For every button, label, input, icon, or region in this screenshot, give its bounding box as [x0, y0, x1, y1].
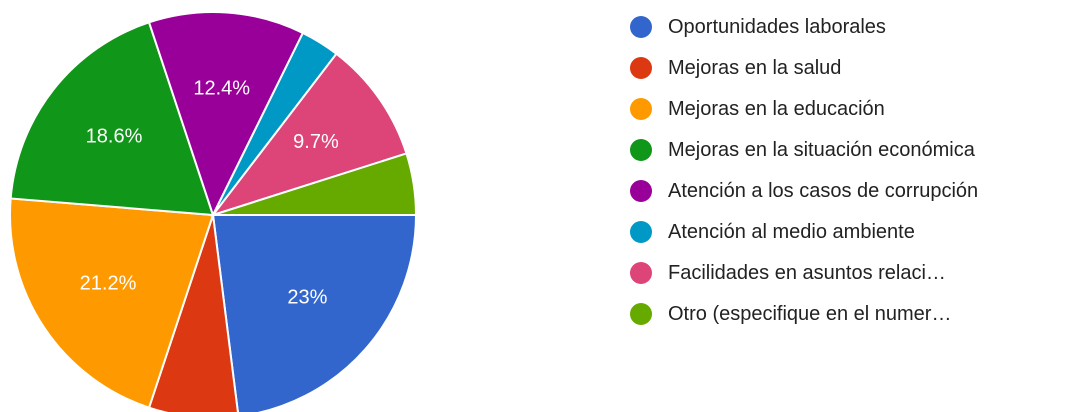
slice-label: 21.2%	[80, 273, 137, 295]
legend-item: Facilidades en asuntos relaci…	[630, 258, 1010, 288]
legend-label: Facilidades en asuntos relaci…	[668, 262, 946, 284]
pie-slice	[210, 52, 408, 217]
legend-swatch	[630, 139, 652, 161]
legend-swatch	[630, 180, 652, 202]
pie-slice	[9, 21, 215, 217]
legend-label: Mejoras en la educación	[668, 98, 885, 120]
slice-label: 12.4%	[193, 78, 250, 100]
pie-slice	[147, 11, 305, 218]
legend-label: Oportunidades laborales	[668, 16, 886, 38]
legend-item: Atención a los casos de corrupción	[630, 176, 1010, 206]
legend-swatch	[630, 16, 652, 38]
pie-slice	[9, 197, 215, 409]
legend-label: Atención al medio ambiente	[668, 221, 915, 243]
legend-label: Mejoras en la salud	[668, 57, 842, 79]
legend: Oportunidades laborales Mejoras en la sal…	[630, 12, 1010, 340]
slice-label: 18.6%	[86, 126, 143, 148]
legend-swatch	[630, 221, 652, 243]
legend-item: Mejoras en la educación	[630, 94, 1010, 124]
slice-label: 9.7%	[293, 131, 339, 153]
legend-item: Mejoras en la situación económica	[630, 135, 1010, 165]
legend-item: Oportunidades laborales	[630, 12, 1010, 42]
pie-slice	[212, 152, 418, 216]
legend-item: Atención al medio ambiente	[630, 217, 1010, 247]
pie: 23% 21.2% 18.6% 12.4% 9.7%	[9, 11, 418, 412]
legend-item: Otro (especifique en el numer…	[630, 299, 1010, 329]
pie-slice	[211, 214, 418, 412]
legend-swatch	[630, 262, 652, 284]
legend-label: Otro (especifique en el numer…	[668, 303, 952, 325]
legend-label: Mejoras en la situación económica	[668, 139, 975, 161]
legend-label: Atención a los casos de corrupción	[668, 180, 979, 202]
legend-swatch	[630, 98, 652, 120]
legend-swatch	[630, 57, 652, 79]
legend-swatch	[630, 303, 652, 325]
slice-label: 23%	[287, 287, 327, 309]
legend-item: Mejoras en la salud	[630, 53, 1010, 83]
